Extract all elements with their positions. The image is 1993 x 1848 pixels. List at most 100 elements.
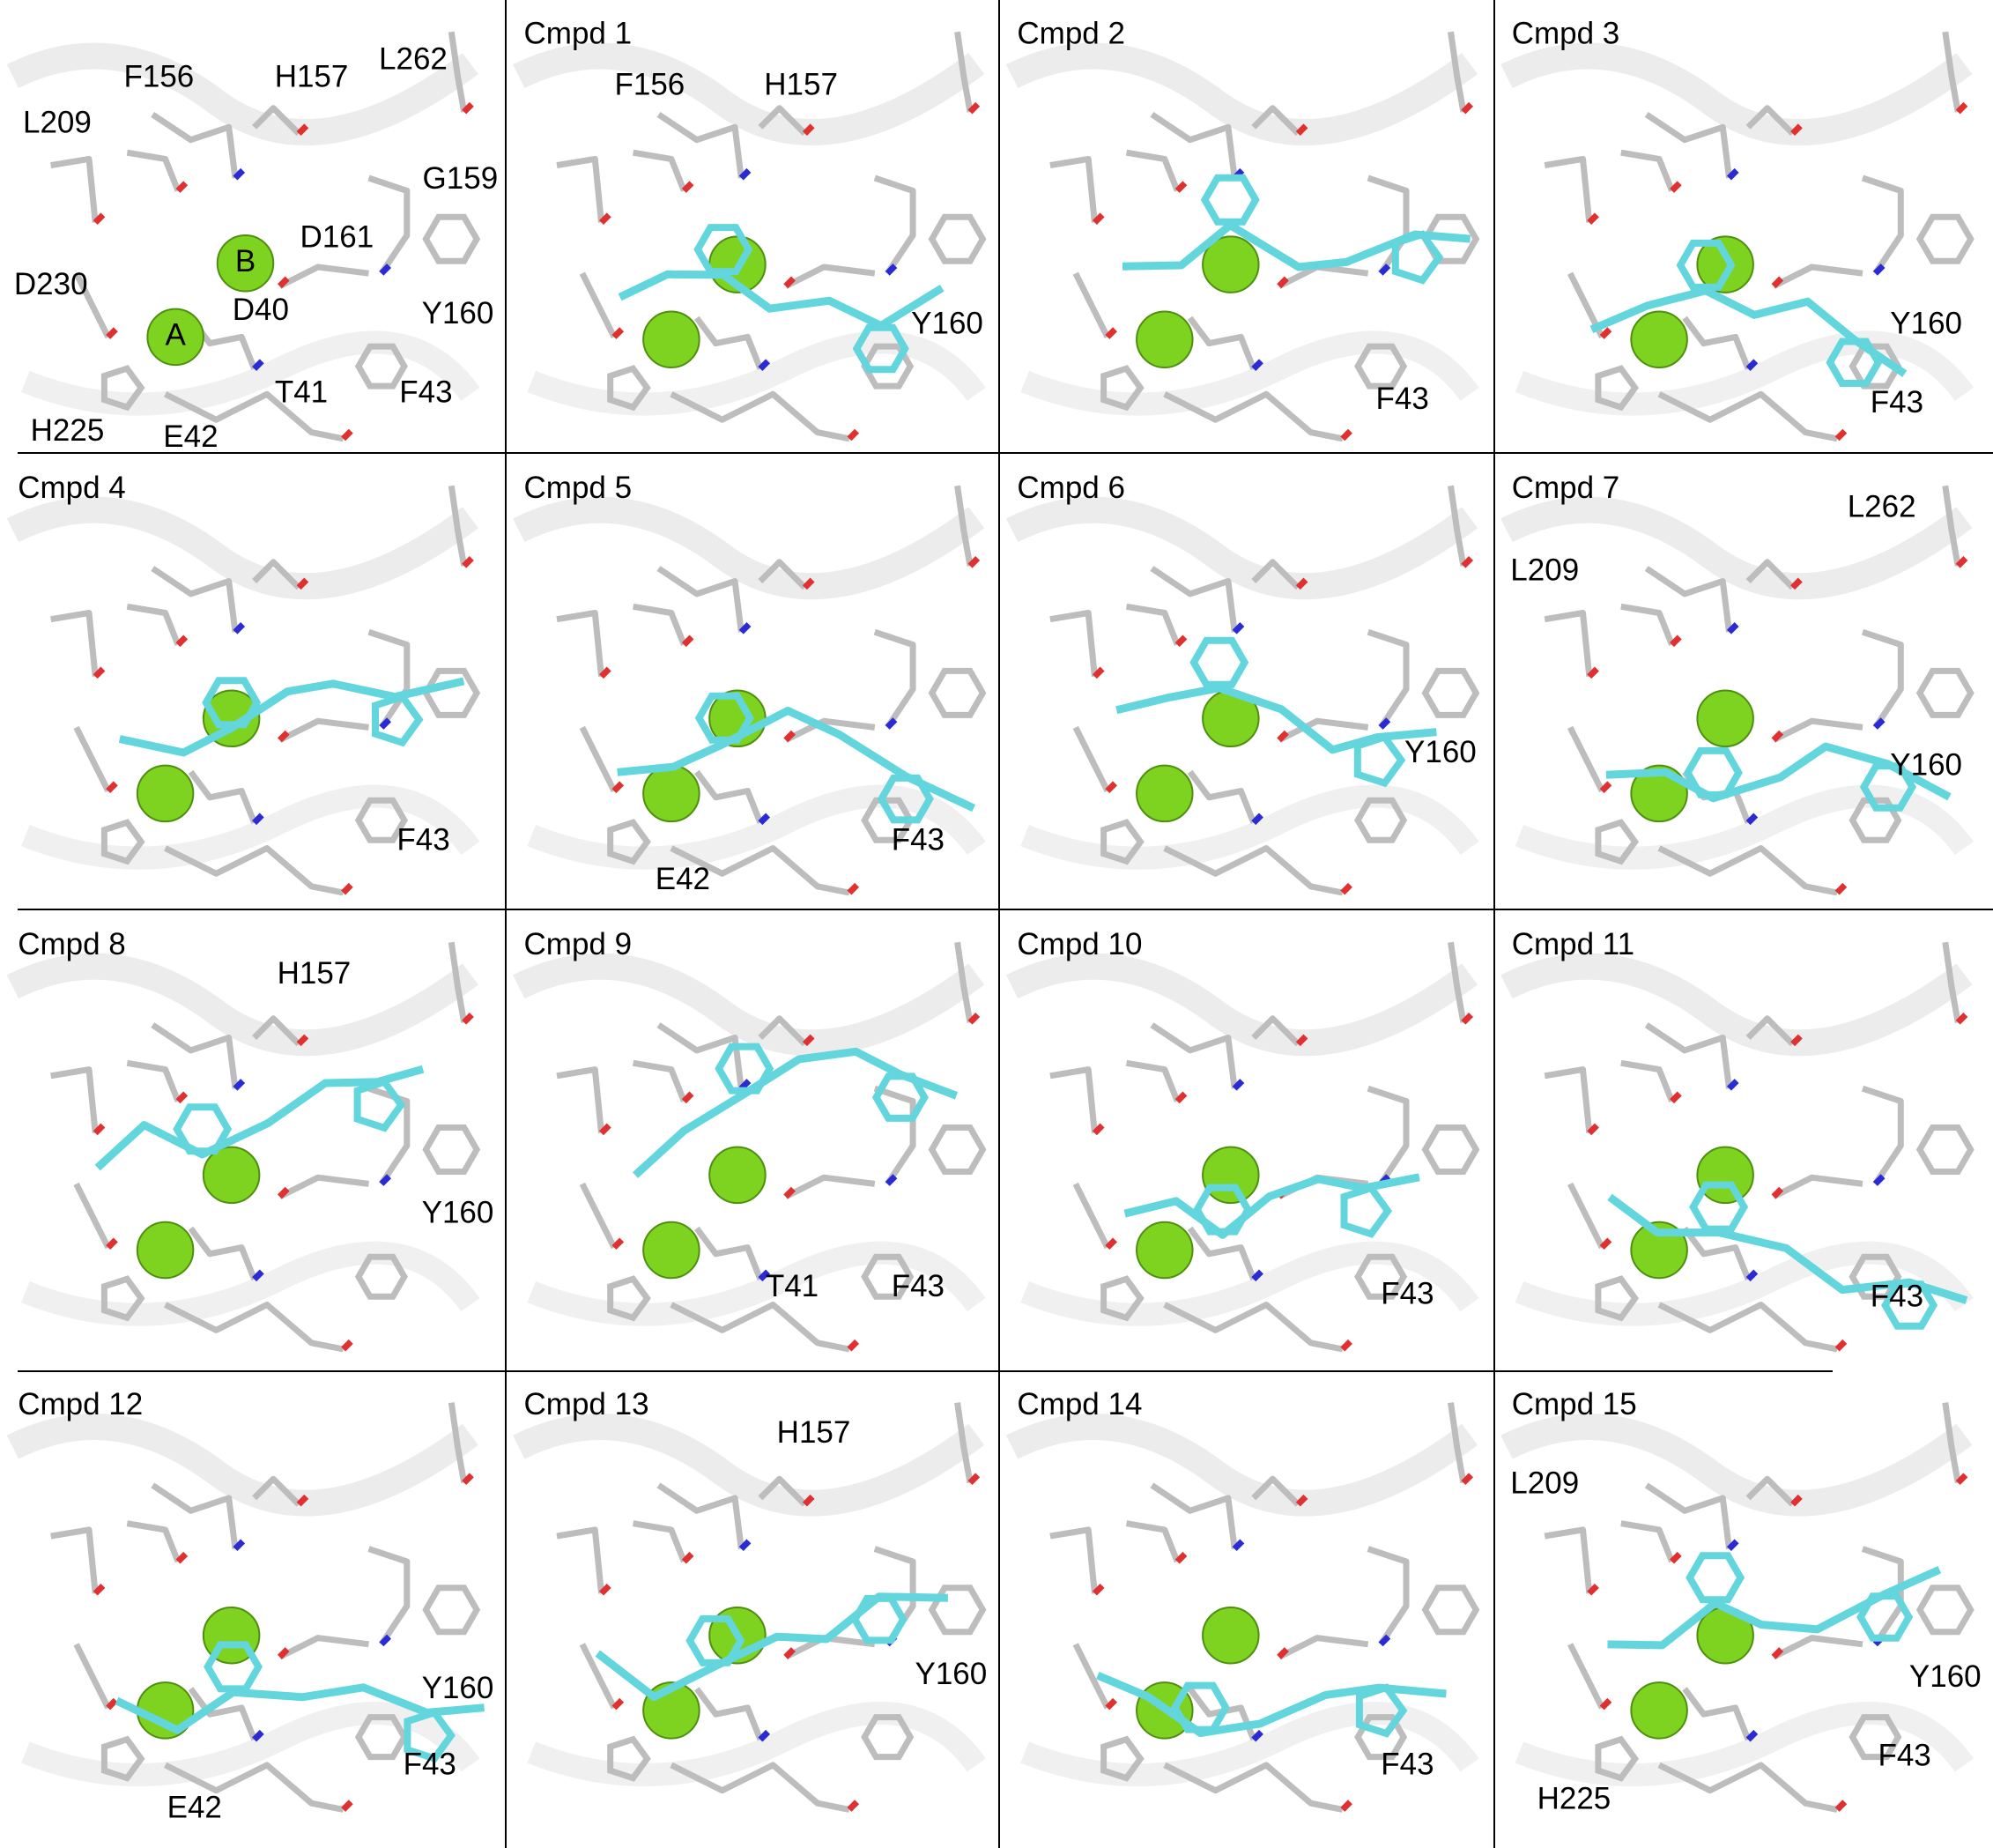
atom-stub (175, 1091, 189, 1104)
residue-stick (1251, 559, 1300, 590)
residue-ring (1915, 1585, 1974, 1636)
atom-stub (1790, 123, 1803, 136)
residue-stick (1367, 628, 1410, 730)
residue-stick (73, 1643, 111, 1710)
atom-stub (847, 1800, 860, 1812)
residue-stick (1620, 149, 1675, 192)
residue-stick (1942, 941, 1961, 1023)
atom-stub (1277, 276, 1289, 289)
ligand-ring (1689, 1181, 1749, 1233)
ligand-ring (173, 1103, 233, 1155)
ligand-ring (1686, 1552, 1745, 1604)
panel-title: Cmpd 6 (1017, 471, 1125, 505)
residue-stick (633, 149, 687, 192)
cartoon (6, 1414, 478, 1517)
ligand-ring (372, 692, 424, 747)
residue-stick (1657, 1302, 1838, 1353)
atom-stub (233, 167, 246, 181)
atom-stub (847, 882, 860, 895)
residue-stick (784, 1174, 876, 1200)
panel-title: Cmpd 14 (1017, 1387, 1142, 1421)
residue-stick (1125, 149, 1181, 192)
atom-stub (1092, 212, 1105, 225)
ligand-ring (1683, 746, 1743, 798)
residue-label: L209 (23, 106, 92, 140)
residue-ring (1849, 343, 1902, 390)
atom-stub (1251, 1269, 1263, 1282)
residue-stick (1049, 610, 1098, 678)
atom-stub (1251, 813, 1263, 826)
residue-ring (100, 1735, 145, 1782)
cartoon (1005, 1414, 1478, 1517)
panel-title: Cmpd 5 (524, 471, 633, 505)
residue-stick (1187, 769, 1257, 824)
ligand-ring (1856, 1592, 1914, 1642)
atom-stub (611, 781, 625, 794)
residue-stick (556, 1526, 604, 1594)
residue-stick (758, 105, 807, 136)
atom-stub (1771, 276, 1784, 289)
residue-stick (1861, 174, 1904, 276)
ligand (118, 677, 465, 757)
residue-stick (1942, 31, 1961, 113)
atom-stub (885, 1174, 898, 1186)
residue-stick (873, 628, 916, 730)
residue-stick (151, 111, 239, 179)
panel-title: Cmpd 4 (18, 471, 126, 505)
ligand-ring (1193, 1184, 1253, 1236)
residue-ring (607, 1275, 651, 1322)
atom-stub (252, 813, 264, 826)
atom-stub (1174, 1551, 1188, 1564)
residue-stick (1187, 1226, 1257, 1280)
metal-ion (1136, 310, 1194, 369)
residue-label: E42 (167, 1791, 222, 1825)
residue-label: E42 (163, 419, 218, 454)
metal-ion (136, 764, 195, 823)
atom-stub (599, 1123, 611, 1136)
atom-stub (1745, 1269, 1759, 1282)
residue-stick (1861, 1085, 1904, 1186)
residue-stick (1150, 1022, 1238, 1089)
atom-stub (1277, 1647, 1289, 1659)
residue-stick (1367, 1546, 1410, 1646)
atom-stub (462, 1473, 474, 1486)
atom-stub (802, 577, 815, 590)
atom-stub (1587, 666, 1599, 679)
residue-stick (579, 271, 618, 338)
residue-stick (579, 1182, 618, 1250)
residue-stick (1251, 1015, 1300, 1047)
residue-stick (1278, 263, 1369, 289)
atom-stub (1834, 882, 1848, 895)
atom-stub (758, 1269, 771, 1282)
residue-ring (928, 213, 987, 264)
atom-stub (1340, 1339, 1352, 1352)
residue-ring (1100, 365, 1145, 412)
residue-stick (656, 1022, 745, 1089)
residue-ring (422, 667, 481, 718)
residue-ring (1100, 1275, 1145, 1322)
residue-label: H225 (1537, 1782, 1611, 1816)
panel-title: Cmpd 7 (1512, 471, 1620, 505)
atom-stub (106, 1697, 118, 1711)
residue-stick (164, 1762, 345, 1813)
atom-stub (1834, 428, 1848, 442)
residue-stick (693, 1687, 764, 1741)
cartoon (1500, 1414, 1973, 1517)
residue-stick (670, 390, 850, 442)
residue-ring (1915, 1124, 1974, 1175)
atom-stub (681, 1551, 694, 1564)
atom-stub (967, 1473, 981, 1486)
panel-title: Cmpd 1 (524, 17, 633, 51)
metal-ion (1630, 310, 1688, 369)
atom-stub (1105, 327, 1117, 339)
residue-label: D161 (300, 220, 374, 255)
residue-stick (73, 725, 111, 793)
cartoon (6, 42, 478, 145)
atom-stub (341, 1339, 353, 1352)
atom-stub (1277, 730, 1289, 743)
atom-stub (738, 1539, 752, 1552)
residue-ring (1915, 667, 1974, 718)
atom-stub (599, 666, 611, 679)
residue-stick (633, 1520, 687, 1563)
residue-stick (1150, 111, 1238, 179)
